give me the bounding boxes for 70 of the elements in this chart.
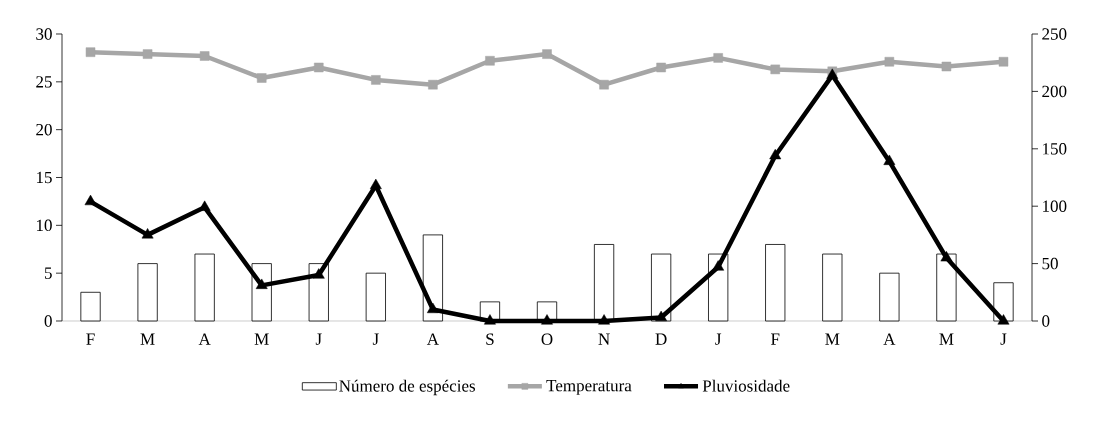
point — [713, 53, 723, 63]
point — [655, 310, 667, 322]
x-tick-label: J — [715, 333, 722, 345]
point — [941, 61, 952, 72]
point — [541, 314, 553, 325]
legend-label: Pluviosidade — [702, 379, 790, 392]
y-tick-label: 20 — [36, 123, 52, 136]
bar — [765, 244, 786, 322]
y2-tick-label: 150 — [1043, 143, 1067, 155]
point — [199, 51, 210, 61]
point — [656, 62, 666, 73]
x-tick-label: S — [486, 333, 494, 345]
point — [485, 56, 495, 66]
point — [599, 79, 609, 90]
point — [770, 64, 780, 75]
point — [997, 314, 1010, 325]
x-tick-label: A — [426, 333, 439, 345]
point — [314, 62, 324, 73]
x-tick-label: D — [655, 333, 667, 345]
y2-tick-label: 100 — [1043, 200, 1067, 212]
x-tick-label: A — [198, 333, 211, 345]
y-tick-label: 25 — [36, 76, 52, 88]
x-tick-label: M — [254, 333, 269, 345]
y-tick-label: 5 — [44, 267, 52, 279]
bar — [365, 272, 386, 322]
bar — [80, 291, 101, 322]
point — [428, 79, 438, 90]
x-tick-label: M — [140, 333, 155, 345]
point — [256, 73, 267, 83]
point — [369, 178, 382, 190]
point — [85, 47, 96, 57]
point — [883, 154, 896, 165]
point — [542, 49, 552, 59]
point — [998, 56, 1009, 67]
point — [484, 314, 496, 325]
point — [769, 148, 782, 160]
x-tick-label: F — [86, 333, 95, 345]
x-tick-label: J — [315, 333, 322, 345]
y2-tick-label: 200 — [1042, 85, 1067, 98]
legend-label: Número de espécies — [339, 379, 476, 396]
bar — [194, 253, 215, 322]
bar — [137, 263, 158, 322]
y-tick-label: 10 — [36, 219, 52, 232]
x-tick-label: M — [825, 333, 840, 345]
bar — [822, 253, 843, 322]
point — [940, 251, 953, 262]
x-tick-label: J — [372, 333, 379, 345]
y-tick-label: 0 — [44, 315, 52, 327]
point — [371, 75, 381, 85]
point — [712, 260, 725, 271]
point — [312, 268, 325, 279]
x-tick-label: F — [771, 333, 780, 345]
x-tick-label: A — [883, 333, 896, 345]
legend-label: Temperatura — [546, 380, 632, 395]
y2-tick-label: 50 — [1042, 257, 1058, 270]
y2-tick-label: 0 — [1042, 315, 1050, 327]
y-tick-label: 30 — [36, 28, 52, 40]
y2-tick-label: 250 — [1042, 28, 1067, 40]
point — [598, 314, 610, 325]
x-tick-label: J — [1000, 333, 1007, 345]
x-tick-label: O — [541, 333, 553, 345]
point — [255, 278, 268, 289]
x-tick-label: M — [939, 333, 954, 345]
point — [141, 228, 154, 239]
point — [142, 49, 153, 59]
x-tick-label: N — [598, 333, 610, 345]
point — [884, 56, 895, 67]
point — [427, 302, 439, 314]
y-tick-label: 15 — [36, 171, 52, 184]
bar — [879, 272, 900, 322]
